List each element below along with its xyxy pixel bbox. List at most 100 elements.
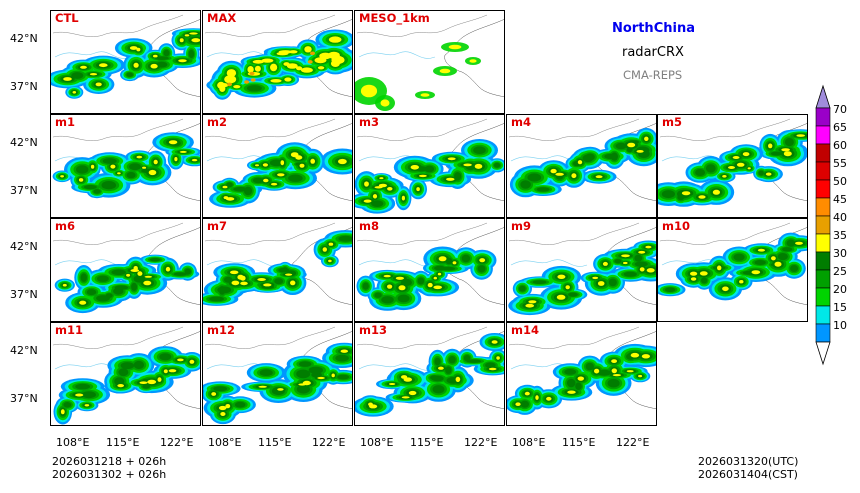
colorbar-segment	[815, 305, 831, 325]
echo-cell	[623, 271, 637, 277]
colorbar-segment	[815, 107, 831, 127]
map-panel: m6	[50, 218, 201, 322]
echo-cell	[528, 300, 537, 304]
echo-cell	[381, 296, 394, 304]
echo-cell	[728, 166, 735, 169]
echo-cell	[736, 162, 745, 167]
echo-cell	[379, 177, 384, 180]
echo-cell	[630, 352, 640, 358]
echo-cell	[430, 375, 439, 380]
colorbar-tick: 25	[833, 265, 847, 278]
echo-cell	[142, 384, 151, 389]
echo-cell	[218, 405, 227, 411]
echo-cell	[739, 280, 744, 284]
echo-cell	[397, 294, 410, 303]
river	[54, 51, 132, 59]
echo-cell	[289, 50, 298, 54]
echo-cell	[634, 254, 643, 262]
lat-tick: 37°N	[10, 184, 38, 197]
echo-cell	[159, 353, 172, 361]
panel-label: m10	[662, 219, 690, 233]
radar-map	[356, 222, 504, 311]
echo-cell	[463, 355, 471, 362]
echo-cell	[585, 362, 594, 371]
lon-tick: 115°E	[410, 436, 444, 449]
province-border	[508, 326, 640, 349]
echo-cell	[213, 386, 228, 392]
echo-cell	[387, 187, 393, 191]
echo-cell	[157, 377, 162, 382]
echo-cell	[179, 38, 184, 43]
echo-cell	[338, 158, 347, 165]
radar-map	[52, 222, 200, 314]
echo-cell	[416, 187, 420, 192]
echo-cell	[302, 380, 311, 386]
valid-time-cst: 2026031404(CST)	[698, 468, 798, 481]
radar-map	[355, 118, 504, 214]
echo-cell	[626, 147, 633, 153]
echo-cell	[237, 274, 244, 280]
echo-cell	[179, 150, 187, 153]
echo-cell	[259, 369, 273, 376]
echo-cell	[621, 254, 630, 258]
echo-cell	[477, 265, 486, 273]
echo-cell	[280, 160, 285, 166]
echo-cell	[401, 375, 408, 379]
radar-map	[204, 118, 352, 208]
radar-map	[658, 222, 807, 306]
echo-cell	[230, 270, 239, 275]
colorbar-top-arrow	[815, 84, 831, 109]
map-panel: m3	[354, 114, 505, 218]
echo-cell	[76, 165, 89, 174]
echo-cell	[765, 172, 772, 176]
echo-cell	[131, 282, 138, 291]
echo-cell	[742, 152, 750, 157]
echo-cell	[155, 56, 169, 60]
echo-cell	[626, 370, 634, 373]
echo-cell	[410, 165, 419, 170]
echo-cell	[479, 258, 486, 263]
province-border	[356, 118, 488, 141]
echo-cell	[263, 178, 269, 183]
echo-cell	[447, 157, 456, 161]
colorbar-tick: 50	[833, 175, 847, 188]
echo-cell	[189, 32, 198, 35]
echo-cell	[99, 63, 108, 68]
echo-cell	[783, 151, 792, 157]
panel-label: m3	[359, 115, 379, 129]
lon-tick: 115°E	[258, 436, 292, 449]
echo-cell	[615, 142, 627, 150]
echo-cell	[299, 163, 305, 168]
echo-cell	[597, 281, 605, 286]
echo-cell	[383, 274, 391, 278]
radar-map	[51, 14, 200, 99]
echo-cell	[75, 383, 91, 390]
echo-cell	[143, 280, 152, 286]
echo-cell	[555, 172, 564, 176]
echo-cell	[488, 367, 497, 371]
echo-cell	[114, 285, 129, 290]
echo-cell	[566, 378, 576, 388]
echo-cell	[149, 258, 161, 262]
echo-cell	[296, 66, 303, 71]
echo-cell	[189, 359, 195, 364]
echo-cell	[231, 280, 240, 286]
echo-cell	[225, 404, 231, 409]
echo-cell	[645, 245, 652, 249]
echo-cell	[290, 152, 299, 158]
echo-cell	[614, 258, 622, 264]
echo-cell	[137, 271, 143, 276]
echo-cell	[612, 374, 622, 377]
echo-cell	[224, 75, 237, 84]
echo-cell	[515, 402, 521, 406]
echo-cell	[262, 163, 268, 167]
echo-cell	[147, 379, 157, 385]
echo-cell	[717, 265, 722, 271]
colorbar-tick: 10	[833, 319, 847, 332]
echo-cell	[401, 396, 410, 399]
radar-map	[507, 326, 656, 415]
echo-cell	[592, 276, 599, 280]
echo-cell	[209, 296, 224, 302]
echo-cell	[120, 362, 135, 370]
echo-cell	[290, 280, 296, 286]
